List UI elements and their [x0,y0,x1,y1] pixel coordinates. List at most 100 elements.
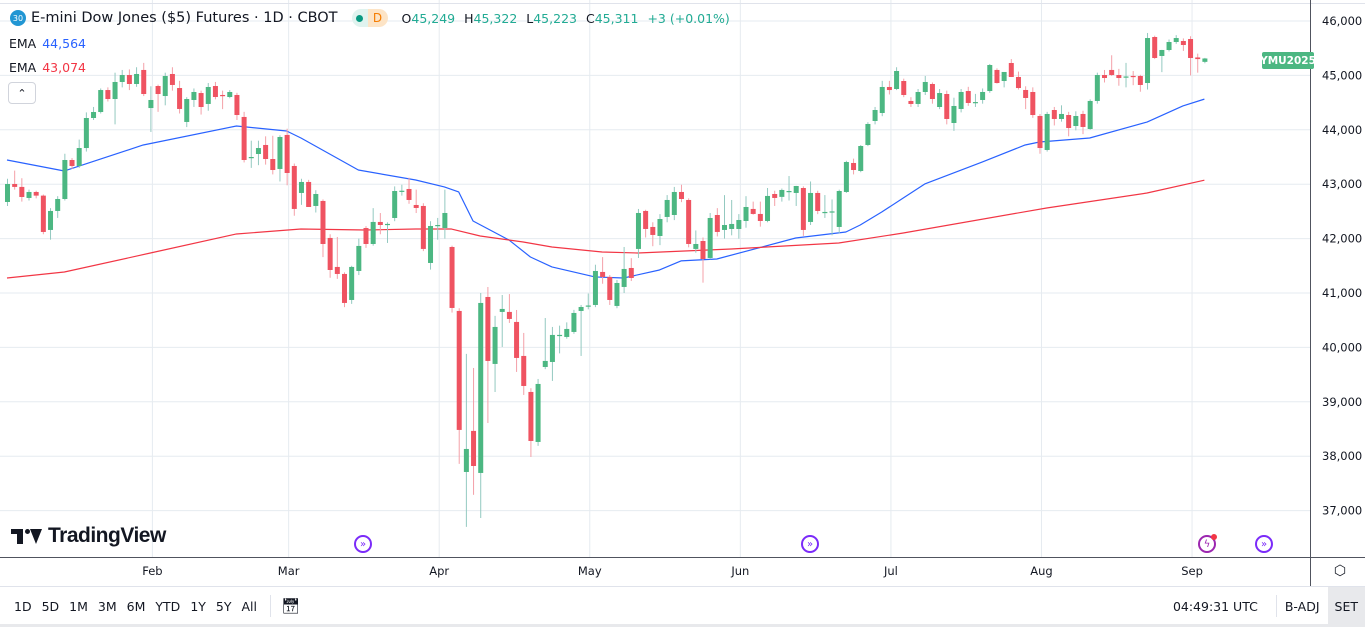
candle-up [1202,57,1208,64]
toolbar-divider [1275,595,1277,617]
candle-body [112,81,118,100]
range-1d-button[interactable]: 1D [14,598,32,614]
candle-down [155,84,161,112]
clock-time[interactable]: 04:49:31 UTC [1172,598,1258,614]
candle-body [205,86,211,104]
candle-down [406,177,412,204]
price-chart[interactable]: 37,000 38,000 39,000 40,000 41,000 42,000 43,0… [0,0,1365,586]
dividend-arrow-icon[interactable]: » [1255,535,1273,553]
dividend-arrow-icon[interactable]: » [801,535,819,553]
range-all-button[interactable]: All [241,598,258,614]
candle-body [227,91,233,97]
candle-down [456,308,462,464]
candle-up [385,222,391,243]
candle-down [141,62,147,97]
back-adjust-button[interactable]: B-ADJ [1284,598,1320,614]
range-6m-button[interactable]: 6M [126,598,146,614]
ema-fast-legend[interactable]: EMA 44,564 [9,36,86,51]
candle-down [686,198,692,248]
candle-down [69,158,75,169]
candles [5,32,1208,527]
candle-body [263,144,269,160]
candle-body [707,217,713,258]
candle-up [693,230,699,253]
high-value: 45,322 [473,10,518,26]
range-5d-button[interactable]: 5D [41,598,60,614]
candle-up [535,378,541,446]
candle-down [994,68,1000,84]
candle-down [19,178,25,202]
candle-body [1030,91,1036,116]
range-1y-button[interactable]: 1Y [190,598,206,614]
ema-slow-legend[interactable]: EMA 43,074 [9,60,86,75]
candle-body [169,73,175,85]
candle-body [485,296,491,361]
candle-body [1145,38,1151,84]
price-tick-label: 40,000 [1322,340,1362,354]
candle-body [1023,89,1029,98]
candle-body [5,183,10,202]
candle-body [872,109,878,121]
candle-body [1109,69,1115,76]
tradingview-logo[interactable]: TradingView [11,524,166,548]
candle-body [33,191,39,196]
price-tick-label: 45,000 [1322,68,1362,82]
candle-body [356,245,362,271]
candle-body [48,210,54,230]
candle-body [1015,76,1021,89]
candle-body [255,148,261,155]
candle-up [1173,35,1179,44]
range-5y-button[interactable]: 5Y [215,598,232,614]
candle-up [428,221,434,270]
range-ytd-button[interactable]: YTD [155,598,181,614]
price-tick-label: 39,000 [1322,395,1362,409]
candle-up [1001,71,1007,88]
candle-up [980,88,986,104]
candle-up [26,189,32,201]
time-axis-settings-icon[interactable]: ⬡ [1333,563,1347,579]
candle-body [385,223,391,226]
candle-body [621,268,627,287]
candle-up [542,318,548,370]
candle-up [478,293,484,518]
candle-up [148,86,154,132]
time-axis[interactable]: Feb Mar Apr May Jun Jul Aug Sep [0,557,1365,579]
settlement-button[interactable]: SET [1327,587,1365,625]
candle-up [858,145,864,173]
candle-body [700,240,706,259]
go-to-date-calendar-icon[interactable]: 📅︎ [281,597,301,615]
range-3m-button[interactable]: 3M [97,598,117,614]
collapse-legend-button[interactable]: ⌃ [8,82,36,104]
symbol-logo-badge: 30 [10,10,26,26]
symbol-title[interactable]: E-mini Dow Jones ($5) Futures · 1D · CBO… [31,10,338,26]
candle-body [578,306,584,311]
price-axis[interactable]: 37,000 38,000 39,000 40,000 41,000 42,000 43,0… [1310,0,1363,586]
candle-up [248,140,254,168]
candle-up [621,246,627,293]
candle-body [614,282,620,306]
lightning-icon[interactable]: ϟ [1198,534,1217,553]
candle-up [1159,49,1165,73]
range-1m-button[interactable]: 1M [69,598,88,614]
candle-body [191,91,197,100]
ema-slow-line [6,179,1205,279]
candle-body [320,200,326,244]
candle-body [951,105,957,123]
candle-body [836,191,842,227]
candle-body [1195,57,1201,60]
candle-body [313,193,319,206]
candle-down [234,92,240,121]
candle-body [1116,75,1122,79]
candle-body [671,191,677,215]
time-tick-label: Mar [278,564,300,578]
candle-up [499,295,505,347]
candle-body [449,246,455,308]
market-status-pill[interactable]: D [351,9,388,27]
dividend-arrow-icon[interactable]: » [354,535,372,553]
candle-up [435,217,441,240]
candle-up [370,208,376,246]
bottom-border [0,624,1365,627]
candle-body [377,221,383,225]
candle-body [62,159,68,199]
candle-body [1087,100,1093,129]
